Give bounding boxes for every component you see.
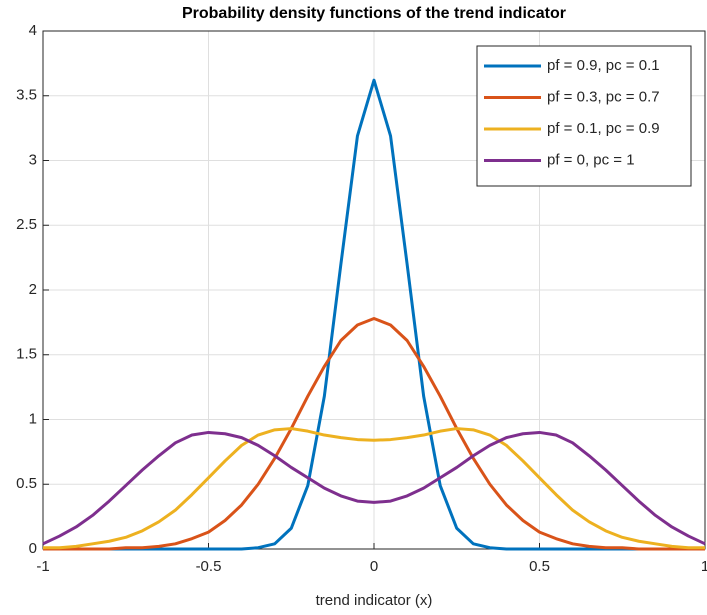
- y-tick-label: 1: [29, 410, 37, 427]
- legend-label: pf = 0, pc = 1: [547, 151, 635, 168]
- x-tick-label: 1: [701, 558, 707, 575]
- legend-box: [476, 45, 692, 187]
- y-tick-label: 3.5: [16, 87, 37, 104]
- y-tick-label: 3: [29, 151, 37, 168]
- x-tick-label: -1: [36, 558, 49, 575]
- y-tick-label: 1.5: [16, 346, 37, 363]
- chart-title: Probability density functions of the tre…: [182, 5, 566, 22]
- plot-frame: [42, 30, 706, 550]
- legend-label: pf = 0.1, pc = 0.9: [547, 120, 660, 137]
- data-line: [43, 316, 705, 551]
- y-tick-label: 2.5: [16, 216, 37, 233]
- legend: pf = 0.9, pc = 0.1 pf = 0.3, pc = 0.7 pf =…: [476, 45, 692, 187]
- x-tick-label: 0.5: [529, 558, 550, 575]
- y-tick-label: 0.5: [16, 475, 37, 492]
- x-tick-label: -0.5: [196, 558, 222, 575]
- x-tick-label: 0: [370, 558, 378, 575]
- legend-label: pf = 0.3, pc = 0.7: [547, 88, 660, 105]
- y-tick-label: 0: [29, 540, 37, 557]
- y-tick-label: 2: [29, 281, 37, 298]
- data-line: [42, 430, 706, 546]
- legend-label: pf = 0.9, pc = 0.1: [547, 57, 660, 74]
- data-line: [43, 427, 705, 550]
- y-tick-label: 4: [29, 22, 37, 39]
- data-line: [43, 78, 705, 551]
- x-axis-label: trend indicator (x): [316, 592, 433, 609]
